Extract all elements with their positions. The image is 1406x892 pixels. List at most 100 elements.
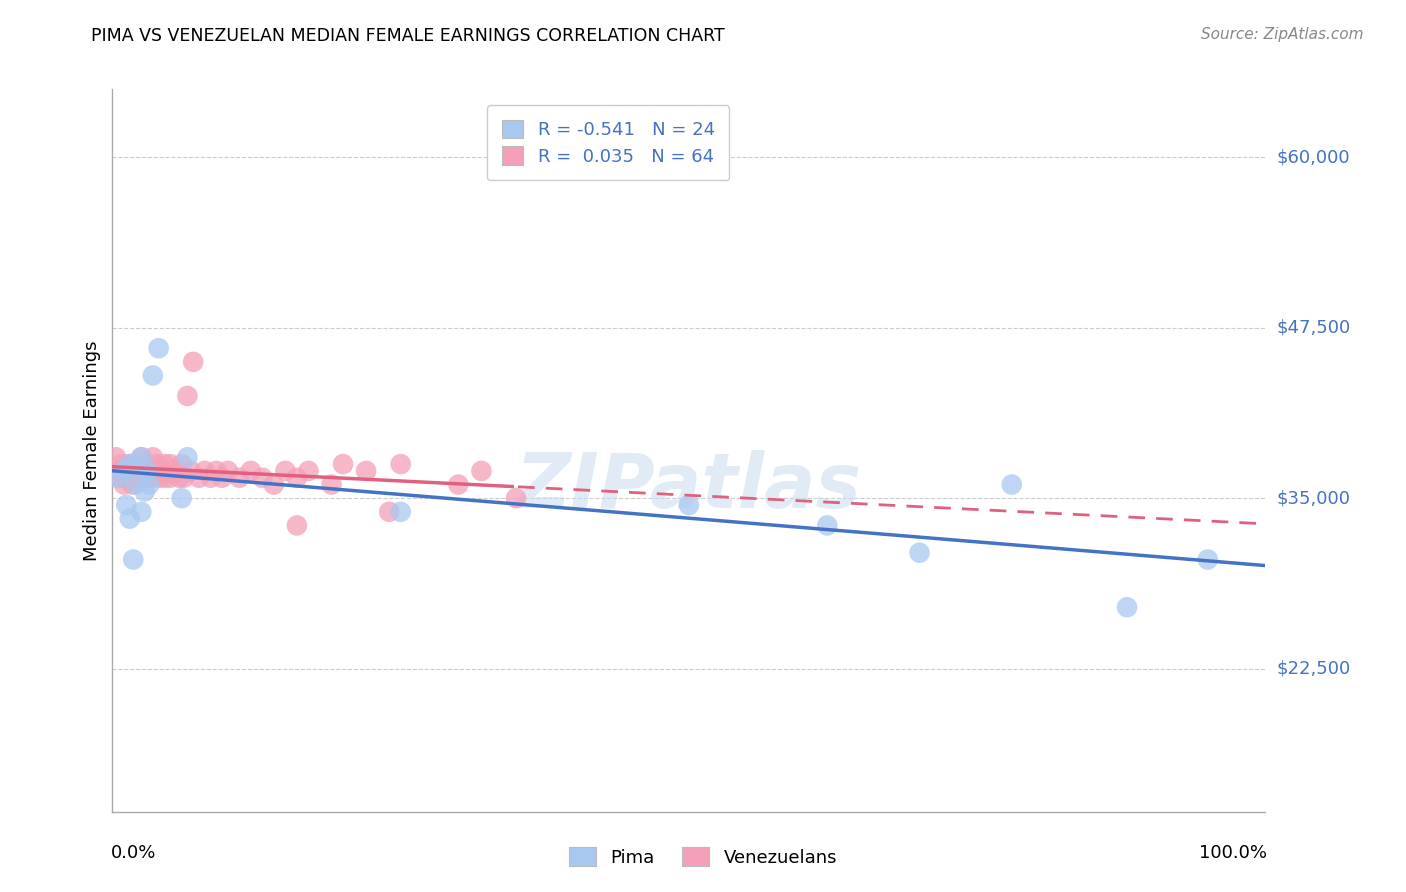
Point [122, 552, 145, 566]
Point [389, 505, 412, 519]
Point [132, 457, 155, 471]
Point [111, 457, 134, 471]
Point [104, 450, 127, 465]
Point [153, 457, 176, 471]
Point [115, 471, 138, 485]
Text: ZIPatlas: ZIPatlas [516, 450, 862, 524]
Point [153, 471, 176, 485]
Point [117, 464, 139, 478]
Point [127, 457, 149, 471]
Point [138, 464, 160, 478]
Text: 100.0%: 100.0% [1198, 844, 1267, 863]
Point [176, 389, 198, 403]
Point [200, 471, 222, 485]
Point [121, 477, 143, 491]
Point [124, 477, 146, 491]
Point [165, 464, 187, 478]
Text: $22,500: $22,500 [1277, 659, 1351, 678]
Point [321, 477, 343, 491]
Point [115, 498, 138, 512]
Point [274, 464, 297, 478]
Point [136, 464, 159, 478]
Point [121, 464, 143, 478]
Point [122, 457, 145, 471]
Point [148, 341, 170, 355]
Point [908, 546, 931, 560]
Point [169, 471, 191, 485]
Point [297, 464, 319, 478]
Text: $60,000: $60,000 [1277, 148, 1350, 167]
Point [263, 477, 285, 491]
Point [447, 477, 470, 491]
Text: $35,000: $35,000 [1277, 489, 1351, 508]
Point [129, 450, 153, 465]
Legend: Pima, Venezuelans: Pima, Venezuelans [562, 840, 844, 874]
Point [110, 471, 132, 485]
Point [211, 471, 233, 485]
Point [181, 355, 204, 369]
Point [205, 464, 228, 478]
Point [127, 471, 149, 485]
Point [1116, 600, 1139, 615]
Point [129, 450, 153, 465]
Point [378, 505, 401, 519]
Point [194, 464, 217, 478]
Point [129, 505, 153, 519]
Point [170, 457, 193, 471]
Point [176, 450, 198, 465]
Point [136, 464, 159, 478]
Point [118, 471, 141, 485]
Point [112, 464, 135, 478]
Point [118, 457, 141, 471]
Point [156, 464, 179, 478]
Point [228, 471, 250, 485]
Point [285, 518, 308, 533]
Point [145, 457, 167, 471]
Text: PIMA VS VENEZUELAN MEDIAN FEMALE EARNINGS CORRELATION CHART: PIMA VS VENEZUELAN MEDIAN FEMALE EARNING… [91, 27, 725, 45]
Point [170, 491, 193, 505]
Point [124, 464, 146, 478]
Point [149, 464, 172, 478]
Text: 0.0%: 0.0% [111, 844, 156, 863]
Point [118, 457, 141, 471]
Point [678, 498, 700, 512]
Point [134, 484, 156, 499]
Point [142, 450, 165, 465]
Point [173, 471, 195, 485]
Point [124, 471, 146, 485]
Point [118, 511, 141, 525]
Point [159, 471, 181, 485]
Text: $47,500: $47,500 [1277, 318, 1351, 337]
Point [389, 457, 412, 471]
Point [107, 471, 129, 485]
Y-axis label: Median Female Earnings: Median Female Earnings [83, 340, 101, 561]
Point [180, 464, 202, 478]
Point [252, 471, 274, 485]
Point [285, 471, 308, 485]
Point [470, 464, 492, 478]
Point [1001, 477, 1024, 491]
Point [148, 471, 170, 485]
Point [332, 457, 354, 471]
Point [148, 464, 170, 478]
Point [188, 471, 211, 485]
Point [129, 464, 153, 478]
Point [142, 464, 165, 478]
Point [239, 464, 262, 478]
Point [354, 464, 377, 478]
Point [139, 471, 162, 485]
Point [127, 464, 149, 478]
Point [112, 464, 135, 478]
Point [159, 457, 181, 471]
Point [138, 477, 160, 491]
Text: Source: ZipAtlas.com: Source: ZipAtlas.com [1201, 27, 1364, 42]
Point [112, 477, 135, 491]
Legend: R = -0.541   N = 24, R =  0.035   N = 64: R = -0.541 N = 24, R = 0.035 N = 64 [486, 105, 730, 180]
Point [815, 518, 838, 533]
Point [107, 464, 129, 478]
Point [217, 464, 239, 478]
Point [1197, 552, 1219, 566]
Point [505, 491, 527, 505]
Point [142, 368, 165, 383]
Point [136, 471, 159, 485]
